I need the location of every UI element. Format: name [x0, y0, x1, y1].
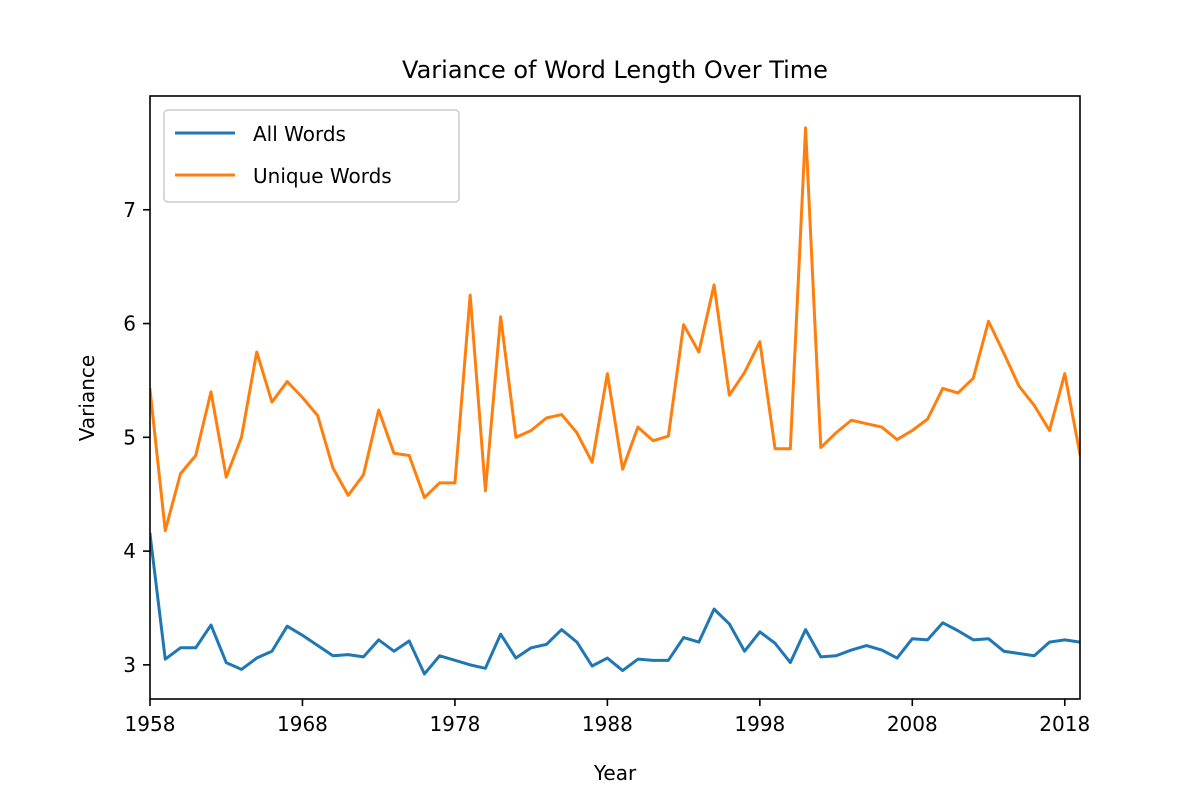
y-axis: 3 4 5 6 7 — [123, 198, 150, 677]
x-tick-label: 1978 — [429, 712, 480, 736]
y-tick-label: 6 — [123, 312, 136, 336]
y-axis-label: Variance — [75, 355, 99, 441]
x-tick-label: 1988 — [582, 712, 633, 736]
y-tick-label: 5 — [123, 425, 136, 449]
y-tick-label: 4 — [123, 539, 136, 563]
x-tick-label: 2008 — [887, 712, 938, 736]
y-tick-label: 3 — [123, 653, 136, 677]
legend: All Words Unique Words — [163, 109, 460, 203]
legend-box — [163, 109, 460, 203]
x-tick-label: 1998 — [734, 712, 785, 736]
x-axis: 1958 1968 1978 1988 1998 2008 2018 — [125, 699, 1090, 736]
x-tick-label: 1958 — [125, 712, 176, 736]
x-tick-label: 2018 — [1039, 712, 1090, 736]
legend-label-unique-words: Unique Words — [253, 164, 392, 188]
y-tick-label: 7 — [123, 198, 136, 222]
plot-frame — [149, 95, 1081, 700]
x-tick-label: 1968 — [277, 712, 328, 736]
plot-area — [149, 95, 1081, 700]
series-line-unique-words — [150, 126, 1080, 533]
x-axis-label: Year — [593, 761, 637, 785]
chart-title: Variance of Word Length Over Time — [402, 56, 828, 84]
series-layer — [150, 126, 1080, 676]
legend-label-all-words: All Words — [253, 122, 346, 146]
series-line-all-words — [150, 532, 1080, 676]
